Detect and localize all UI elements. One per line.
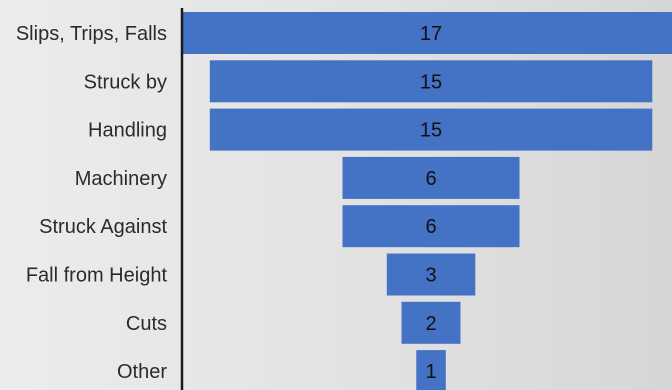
- value-label-2: 15: [420, 120, 442, 142]
- value-label-1: 15: [420, 71, 442, 93]
- category-label-2: Handling: [88, 120, 167, 142]
- value-label-0: 17: [420, 23, 442, 45]
- bar-2: [209, 108, 653, 151]
- category-label-5: Fall from Height: [26, 265, 168, 287]
- category-label-7: Other: [117, 361, 167, 383]
- category-label-4: Struck Against: [39, 216, 167, 238]
- bar-5: [386, 253, 476, 296]
- category-labels-group: Slips, Trips, Falls Struck by Handling Mach…: [16, 23, 168, 383]
- category-label-6: Cuts: [126, 313, 167, 335]
- bar-3: [342, 156, 520, 199]
- bar-0: [183, 12, 672, 54]
- value-labels-group: 17 15 15 6 6 3 2 1: [420, 23, 442, 383]
- value-label-3: 6: [425, 168, 436, 190]
- value-label-6: 2: [425, 313, 436, 335]
- bar-1: [209, 60, 653, 103]
- bar-4: [342, 205, 520, 248]
- bar-7: [416, 350, 446, 390]
- category-label-0: Slips, Trips, Falls: [16, 23, 167, 45]
- value-label-7: 1: [425, 361, 436, 383]
- bars-group: [183, 12, 672, 390]
- category-label-1: Struck by: [84, 71, 167, 93]
- value-label-5: 3: [425, 265, 436, 287]
- bar-6: [401, 301, 461, 344]
- category-label-3: Machinery: [75, 168, 167, 190]
- value-label-4: 6: [425, 216, 436, 238]
